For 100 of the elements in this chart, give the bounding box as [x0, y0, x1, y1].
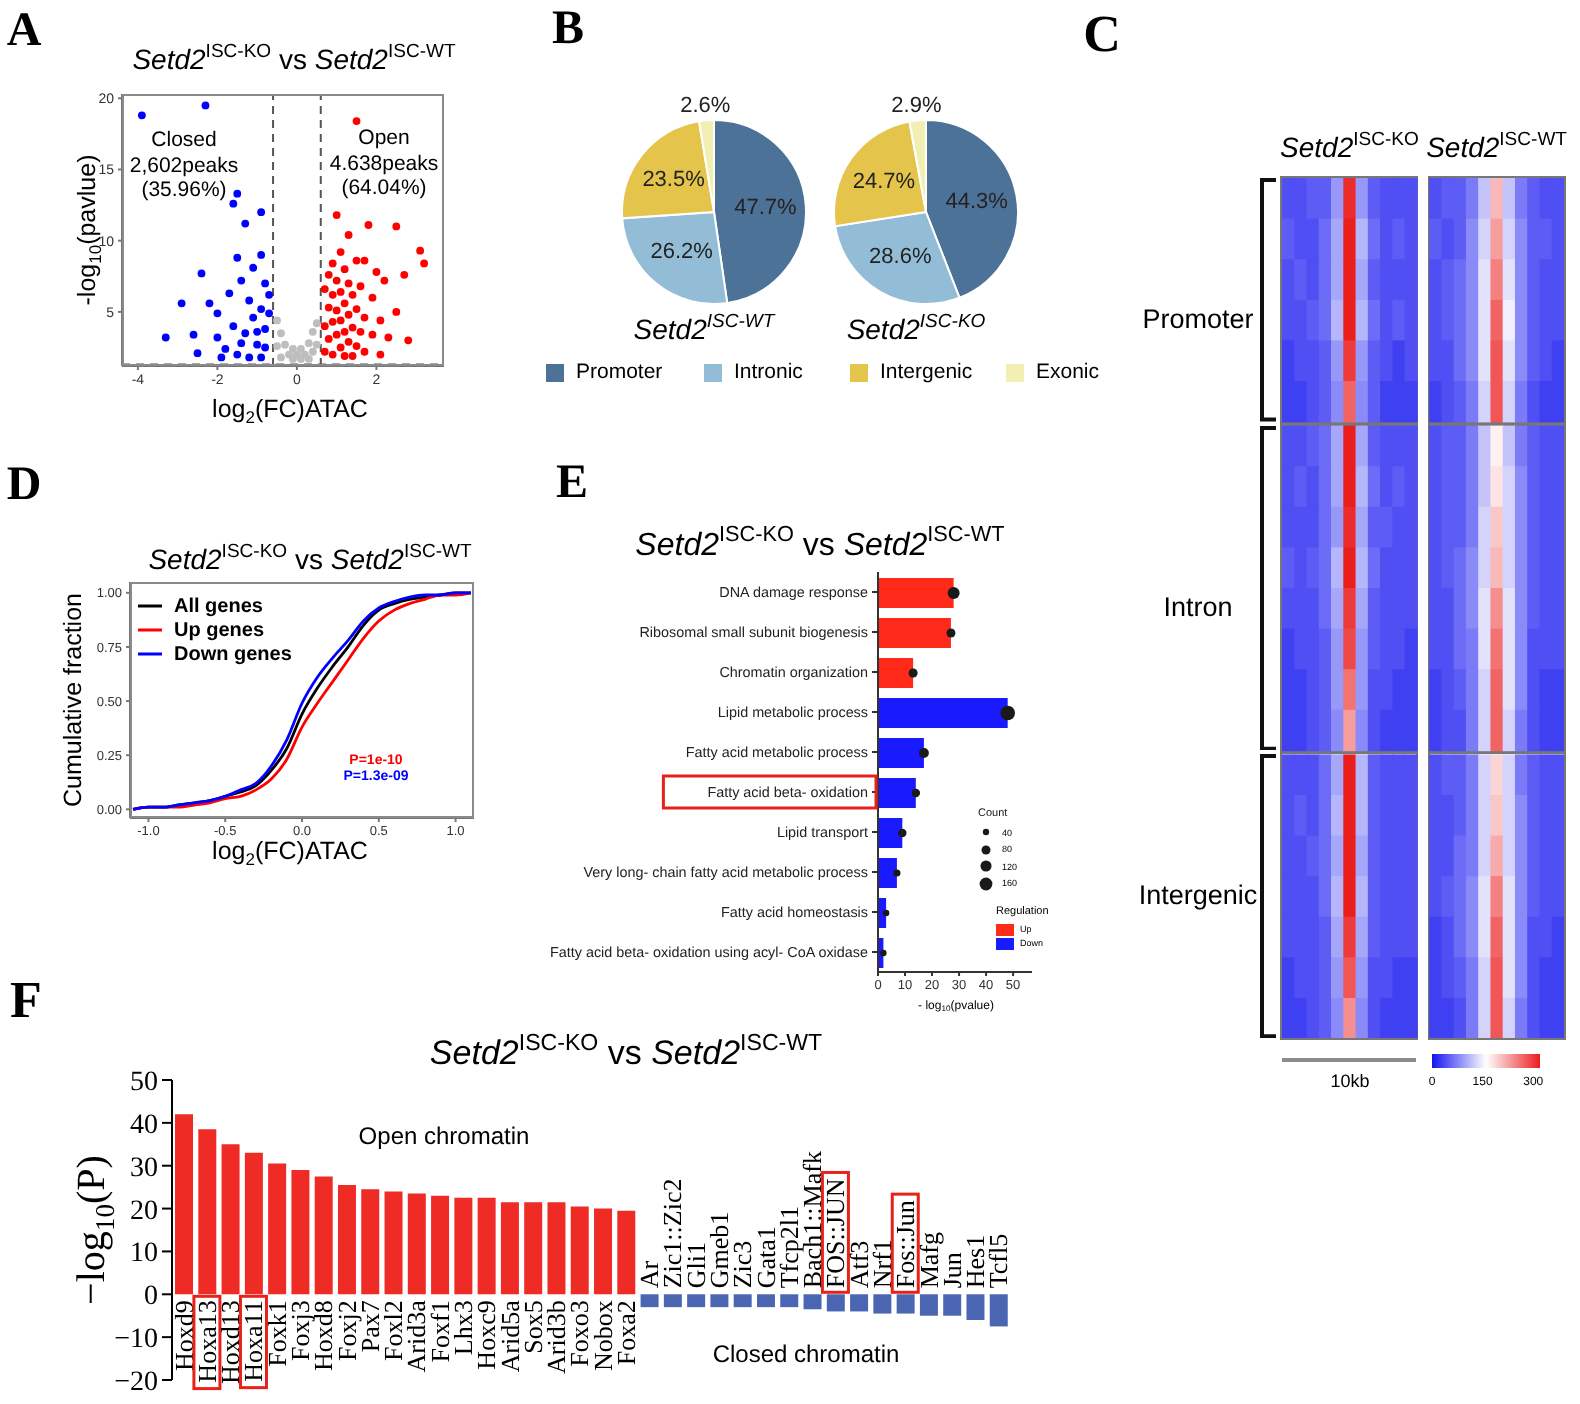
bar	[878, 778, 916, 808]
bar	[361, 1189, 380, 1295]
bar	[878, 818, 903, 848]
point	[177, 299, 186, 308]
point	[324, 335, 333, 343]
data-label: 2.9%	[891, 94, 942, 119]
point	[376, 350, 385, 359]
point	[344, 231, 353, 239]
bar	[710, 1294, 729, 1308]
point	[340, 265, 349, 274]
point	[213, 333, 222, 342]
legend-label: Down genes	[174, 643, 292, 665]
point	[273, 342, 281, 350]
point	[253, 327, 262, 336]
point	[261, 343, 270, 352]
point	[233, 189, 242, 198]
point	[376, 316, 385, 325]
point	[137, 111, 146, 120]
text: E	[555, 457, 589, 510]
bar	[878, 658, 914, 688]
point	[253, 340, 262, 349]
text: A	[6, 5, 42, 58]
y-tick-label: Intron	[1163, 592, 1233, 623]
bar	[268, 1163, 287, 1295]
data-label: 2.6%	[680, 94, 731, 119]
bar	[407, 1193, 426, 1295]
point	[257, 251, 266, 259]
point	[332, 211, 341, 219]
y-axis-title: Cumulative fraction	[59, 593, 87, 807]
point	[328, 290, 337, 299]
data-label: 28.6%	[869, 244, 932, 269]
point	[392, 307, 401, 316]
point	[225, 289, 234, 298]
chart-title: Setd2$^{ISC-KO}$ vs Setd2$^{ISC-WT}$	[429, 1031, 823, 1072]
bar	[943, 1294, 962, 1316]
point	[340, 299, 349, 308]
point	[352, 342, 361, 350]
annotation: Open chromatin	[358, 1121, 530, 1150]
point	[340, 327, 349, 336]
point	[312, 319, 321, 328]
x-tick-label: Hoxa11	[238, 1300, 269, 1382]
bar	[966, 1294, 985, 1320]
text: D	[6, 459, 42, 512]
bar	[850, 1294, 869, 1312]
point	[336, 248, 345, 256]
point	[189, 330, 198, 339]
point	[237, 276, 246, 285]
point	[360, 256, 369, 265]
bar	[594, 1208, 613, 1295]
bar	[431, 1195, 450, 1295]
data-label: 44.3%	[945, 190, 1009, 215]
bar	[291, 1170, 310, 1295]
text: C	[1083, 4, 1121, 63]
point	[205, 299, 214, 308]
x-axis-title: log$_{2}$(FC)ATAC	[212, 395, 368, 427]
bar	[314, 1176, 333, 1295]
point	[328, 350, 337, 359]
bar	[873, 1294, 892, 1314]
annotation: Closed chromatin	[712, 1339, 900, 1368]
point	[392, 222, 401, 231]
point	[336, 343, 345, 352]
point	[289, 345, 297, 353]
point	[328, 259, 337, 268]
point	[420, 259, 429, 268]
point	[241, 219, 250, 228]
bar	[803, 1294, 822, 1310]
point	[348, 352, 357, 360]
bar	[878, 858, 897, 888]
point	[213, 309, 222, 318]
point	[404, 336, 413, 345]
bar	[198, 1129, 217, 1295]
data-label: 47.7%	[734, 196, 797, 221]
point	[356, 327, 365, 336]
point	[360, 347, 369, 356]
y-tick-label: 40	[130, 1110, 158, 1141]
bar	[989, 1294, 1008, 1327]
bar	[547, 1202, 566, 1295]
point	[261, 325, 270, 333]
bar	[454, 1197, 473, 1295]
point	[277, 329, 285, 338]
point	[340, 352, 349, 360]
bar	[221, 1144, 240, 1295]
point	[245, 296, 254, 305]
point	[281, 340, 289, 349]
bar	[337, 1185, 356, 1295]
point	[308, 347, 317, 356]
point	[265, 290, 273, 299]
bar	[919, 1294, 938, 1316]
point	[257, 353, 266, 362]
point	[265, 309, 273, 318]
point	[380, 276, 389, 285]
point	[400, 270, 409, 279]
bar	[878, 738, 924, 768]
legend-label: All genes	[174, 595, 263, 617]
point	[372, 268, 381, 276]
point	[229, 322, 238, 331]
point	[360, 313, 369, 322]
y-tick-label: 30	[130, 1153, 158, 1184]
point	[356, 282, 365, 291]
point	[332, 330, 341, 339]
